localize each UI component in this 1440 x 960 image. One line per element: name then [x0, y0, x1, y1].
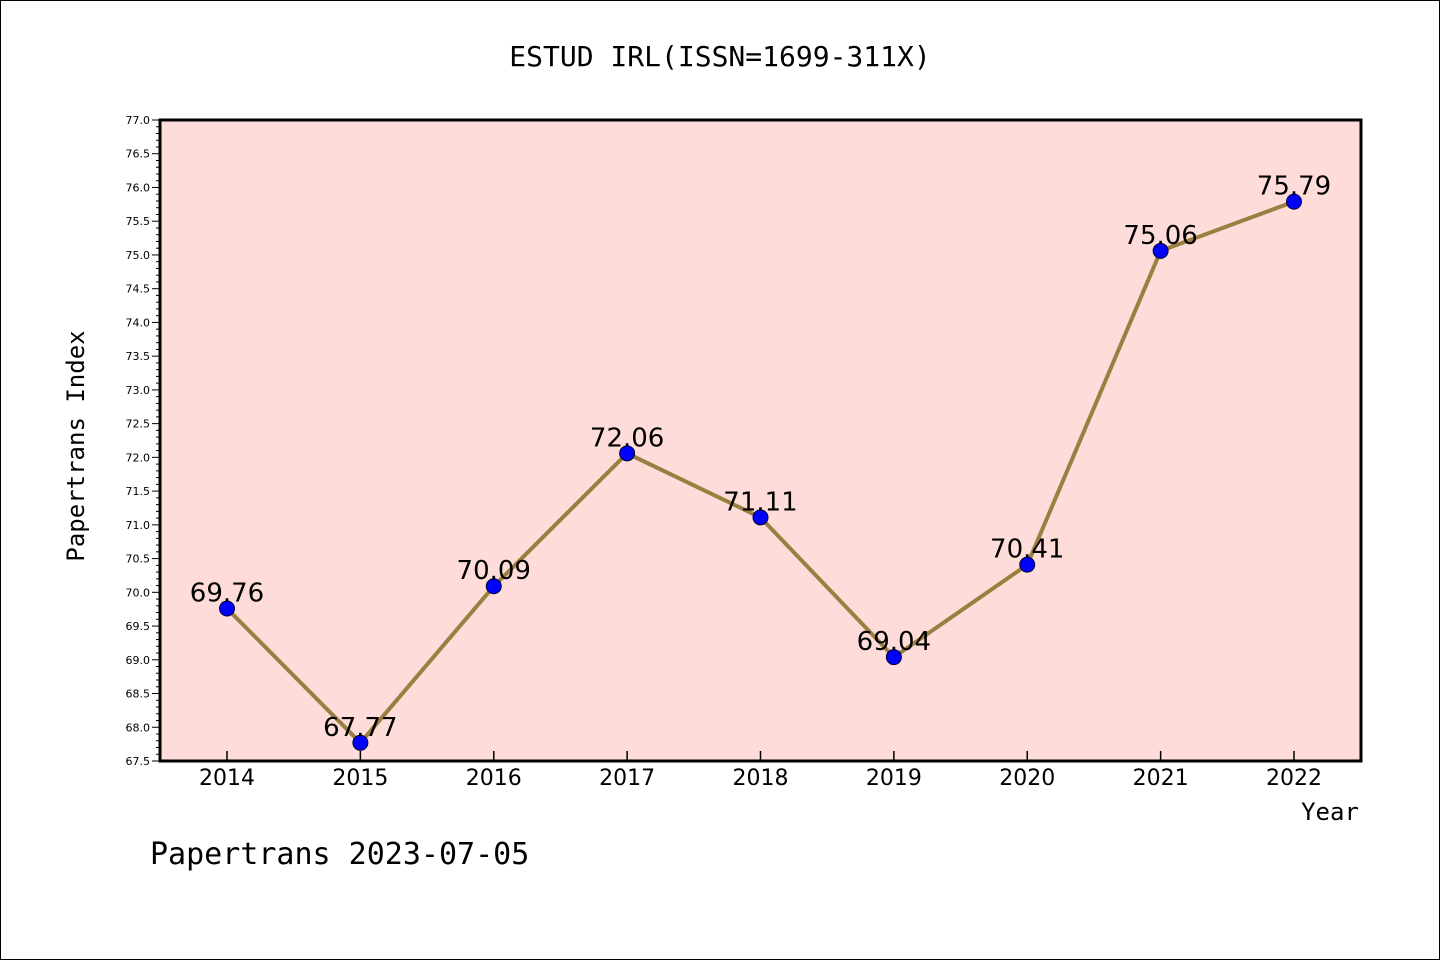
x-tick-label: 2014	[199, 766, 255, 791]
plot-area	[160, 120, 1361, 761]
y-tick-label: 77.0	[126, 114, 151, 127]
series-papertrans-index	[219, 193, 1302, 751]
data-label-2021: 75.06	[1123, 221, 1197, 251]
y-tick-label: 68.5	[126, 688, 151, 701]
data-point-2022	[1286, 193, 1302, 210]
y-tick-label: 76.5	[126, 148, 151, 161]
y-tick-label: 71.5	[126, 485, 151, 498]
y-tick-label: 72.5	[126, 418, 151, 431]
data-label-2022: 75.79	[1257, 172, 1331, 202]
y-tick-label: 72.0	[126, 451, 151, 464]
data-label-2014: 69.76	[190, 579, 264, 609]
x-axis-ticks: 2014 2015 2016 2017 2018 2019 2020 2021 2022	[199, 751, 1322, 791]
y-tick-label: 75.0	[126, 249, 151, 262]
data-labels: 69.76 67.77 70.09 72.06 71.11 69.04 70.41 75.06…	[190, 172, 1331, 743]
data-label-2017: 72.06	[590, 423, 664, 453]
x-tick-label: 2017	[599, 766, 655, 791]
data-label-2018: 71.11	[723, 487, 797, 517]
y-tick-label: 70.5	[126, 553, 151, 566]
y-tick-label: 69.5	[126, 620, 151, 633]
x-tick-label: 2019	[866, 766, 922, 791]
y-tick-label: 68.0	[126, 721, 151, 734]
x-tick-label: 2021	[1133, 766, 1189, 791]
y-tick-label: 70.0	[126, 586, 151, 599]
y-tick-label: 74.5	[126, 283, 151, 296]
data-point-2020	[1019, 556, 1036, 573]
x-tick-label: 2020	[999, 766, 1055, 791]
x-axis-label: Year	[1301, 798, 1359, 826]
data-label-2016: 70.09	[457, 556, 531, 586]
data-label-2020: 70.41	[990, 535, 1064, 565]
data-point-2016	[485, 578, 502, 595]
x-tick-label: 2015	[332, 766, 388, 791]
data-point-2017	[619, 445, 636, 462]
data-point-2021	[1152, 242, 1169, 259]
y-tick-label: 73.0	[126, 384, 151, 397]
data-label-2019: 69.04	[857, 627, 931, 657]
plot-border	[158, 118, 1363, 763]
footer-date-stamp: Papertrans 2023-07-05	[150, 837, 529, 872]
x-tick-label: 2016	[466, 766, 522, 791]
data-point-2018	[752, 509, 769, 526]
data-point-2019	[885, 649, 902, 666]
y-tick-label: 76.0	[126, 181, 151, 194]
data-label-2015: 67.77	[323, 713, 397, 743]
y-tick-label: 75.5	[126, 215, 151, 228]
y-tick-label: 69.0	[126, 654, 151, 667]
x-tick-label: 2018	[733, 766, 789, 791]
data-point-2015	[352, 734, 369, 751]
data-point-2014	[219, 600, 235, 617]
y-tick-label: 73.5	[126, 350, 151, 363]
y-tick-label: 71.0	[126, 519, 151, 532]
y-tick-label: 74.0	[126, 316, 151, 329]
chart-title: ESTUD IRL(ISSN=1699-311X)	[509, 40, 930, 73]
x-tick-label: 2022	[1266, 766, 1322, 791]
y-tick-label: 67.5	[126, 755, 151, 768]
y-axis-ticks: 67.5 68.0 68.5 69.0 69.5 70.0 70.5 71.0 71.5 72.0…	[126, 114, 160, 768]
y-axis-label: Papertrans Index	[62, 330, 90, 561]
